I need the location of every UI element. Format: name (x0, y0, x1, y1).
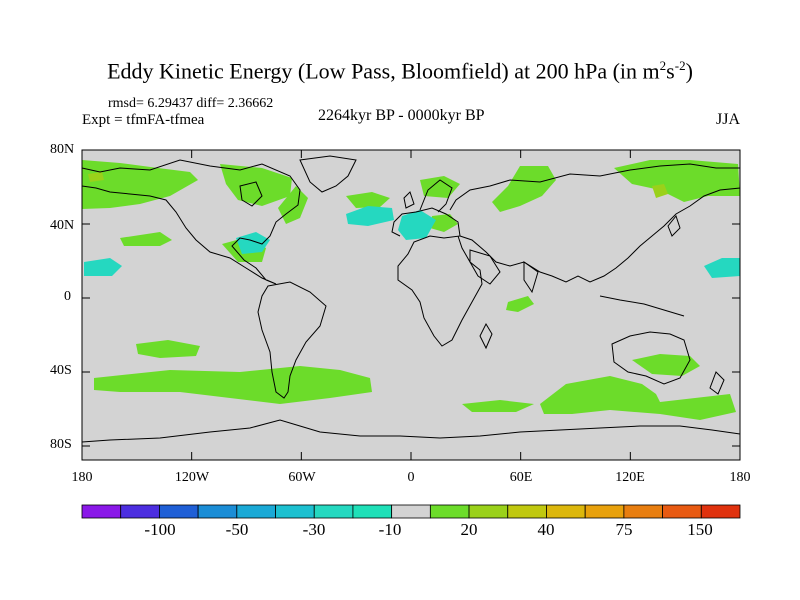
anomaly-blob (398, 210, 436, 240)
colorbar-label: -10 (378, 520, 402, 539)
lat-label-40n: 40N (50, 218, 75, 233)
lat-label-0: 0 (64, 289, 71, 304)
anomaly-blob (136, 340, 200, 358)
lon-label-120e: 120E (615, 470, 645, 485)
stats-line: rmsd= 6.29437 diff= 2.36662 (108, 96, 274, 111)
anomaly-blob (346, 206, 394, 226)
coast-antarctica (81, 419, 741, 443)
coast-greenland (299, 155, 357, 193)
anomaly-blob (632, 354, 700, 376)
colorbar-label: 75 (615, 520, 633, 539)
colorbar-label: -30 (302, 520, 326, 539)
coast-north-america (81, 159, 301, 285)
coast-arabia (469, 249, 501, 285)
anomaly-blob (462, 400, 534, 412)
experiment-label: Expt = tfmFA-tfmea (82, 112, 205, 128)
coast-india (523, 261, 539, 294)
anomaly-blob (346, 192, 390, 208)
anomaly-blob (220, 164, 292, 206)
lon-label-120w: 120W (174, 470, 210, 485)
anomaly-blob (540, 376, 736, 420)
coast-japan (667, 214, 681, 237)
anomaly-blob (94, 366, 372, 404)
colorbar-label: 20 (460, 520, 478, 539)
coast-europe-africa (391, 207, 483, 347)
period-label: 2264kyr BP - 0000kyr BP (318, 107, 485, 124)
anomaly-blob (652, 184, 668, 198)
negative-anomaly-areas (84, 206, 740, 278)
plot-title: Eddy Kinetic Energy (Low Pass, Bloomfiel… (107, 58, 693, 84)
anomaly-blob (430, 214, 458, 232)
anomaly-blob (492, 166, 556, 212)
colorbar-label: 150 (687, 520, 713, 539)
lat-label-80s: 80S (50, 437, 72, 452)
lat-label-40s: 40S (50, 363, 72, 378)
anomaly-blob (704, 258, 740, 278)
coast-hudson-bay (239, 181, 263, 207)
coast-madagascar (479, 322, 493, 350)
anomaly-blob (88, 172, 104, 182)
lon-label-60e: 60E (509, 470, 533, 485)
coast-uk (403, 191, 415, 209)
lon-label-180w: 180 (71, 470, 93, 485)
anomaly-blob (82, 160, 198, 209)
anomaly-blob (614, 160, 740, 202)
lat-label-80n: 80N (50, 142, 75, 157)
positive-anomaly-areas (82, 160, 740, 420)
anomaly-blob (84, 258, 122, 276)
coast-australia (611, 331, 691, 385)
coast-asia (449, 163, 741, 283)
anomaly-blob (236, 232, 270, 254)
lon-label-0: 0 (407, 470, 415, 485)
anomaly-blob (120, 232, 172, 246)
axis-ticks (81, 149, 741, 460)
coast-scandinavia (419, 179, 453, 213)
lon-label-60w: 60W (288, 470, 316, 485)
colorbar-label: -100 (144, 520, 176, 539)
anomaly-blob (506, 296, 534, 312)
coast-south-america (257, 281, 327, 399)
colorbar-label: -50 (225, 520, 249, 539)
colorbar-label: 40 (537, 520, 555, 539)
coastlines (81, 155, 741, 443)
season-label: JJA (716, 111, 741, 128)
coast-maritime (599, 295, 685, 317)
strong-positive-areas (88, 172, 668, 198)
coast-new-zealand (709, 371, 725, 395)
lon-label-180e: 180 (729, 470, 751, 485)
